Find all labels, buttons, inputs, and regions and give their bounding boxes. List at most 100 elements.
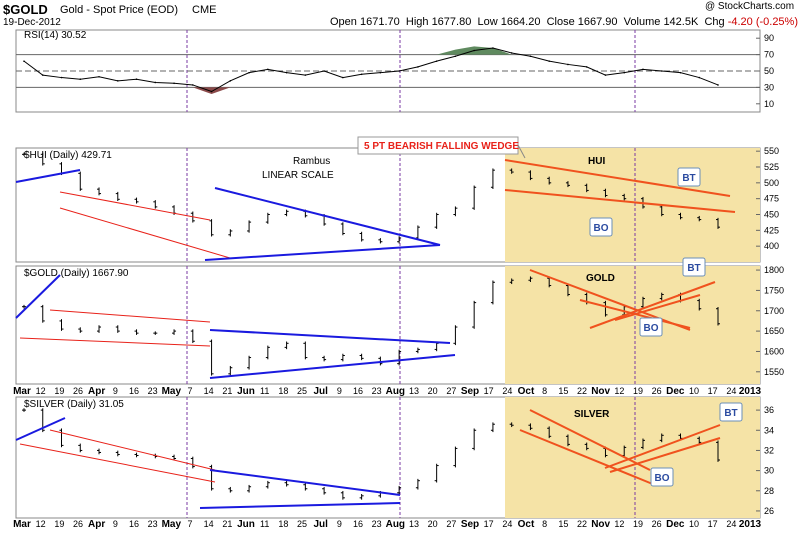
x-tick-label: 26 [73,519,83,529]
x-tick-label: Dec [666,519,685,530]
y-tick-label: 90 [764,33,774,43]
y-tick-label: 400 [764,241,779,251]
shaded-zone-1 [505,148,760,262]
rsi-point [548,60,550,62]
x-tick-label: 24 [726,386,736,396]
y-tick-label: 32 [764,445,774,455]
rsi-point [154,81,157,84]
rsi-point [98,75,100,78]
x-tick-label: 16 [129,386,139,396]
volume-value: 142.5K [663,16,699,28]
rsi-point [267,68,269,71]
x-tick-label: Dec [666,386,685,397]
chart-symbol: $GOLD [3,2,48,17]
silver-channel-red-top [49,429,216,471]
y-tick-label: 1750 [764,285,784,295]
x-tick-label: 10 [689,386,699,396]
rsi-point [229,80,232,82]
x-tick-label: 12 [614,519,624,529]
x-tick-label: 15 [558,386,568,396]
y-tick-label: 450 [764,210,779,220]
x-tick-label: 19 [633,519,643,529]
rsi-point [173,82,175,85]
rsi-point [248,71,250,74]
rsi-point [79,78,82,80]
x-tick-label: 14 [204,519,214,529]
gold-bt-callout-box [682,257,706,277]
x-tick-label: 9 [337,386,342,396]
gold-title: $GOLD (Daily) 1667.90 [24,268,129,279]
hui-bt-callout-text: BT [682,173,695,184]
x-tick-label: 18 [278,386,288,396]
y-tick-label: 425 [764,225,779,235]
close-label: Close [546,16,575,28]
x-tick-label: 17 [708,519,718,529]
x-tick-label: 25 [297,519,307,529]
high-label: High [405,16,429,28]
x-tick-label: 20 [428,519,438,529]
hui-bo-callout-text: BO [594,223,609,234]
x-tick-label: 2013 [739,386,762,397]
x-tick-label: Apr [88,386,105,397]
silver-up-channel-1 [604,424,721,469]
gold-channel-red-bottom [19,337,211,347]
silver-channel-red-bottom [19,443,216,483]
rsi-point [604,74,607,76]
rsi-point [60,76,63,79]
rsi-point [623,71,626,74]
x-tick-label: 26 [652,519,662,529]
x-tick-label: 17 [484,519,494,529]
rsi-oversold-fill [192,87,231,94]
rsi-point [360,73,363,76]
rsi-point [342,76,344,79]
gold-up-channel-2 [614,294,701,321]
y-tick-label: 30 [764,466,774,476]
gold-up-channel-1 [589,281,716,329]
wedge-callout-pointer [517,144,526,159]
x-tick-label: 21 [222,519,232,529]
x-tick-label: 22 [577,386,587,396]
hui-triangle-bottom [204,244,441,261]
x-tick-label: 12 [36,519,46,529]
x-tick-label: 17 [484,386,494,396]
chart-exchange: CME [192,4,217,16]
x-tick-label: 23 [148,386,158,396]
x-tick-label: 16 [353,386,363,396]
x-tick-label: 11 [260,519,269,529]
rsi-point [116,80,119,82]
x-tick-label: 17 [708,386,718,396]
gold-bo-callout-box [639,317,663,337]
chart-date: 19-Dec-2012 [3,17,61,28]
silver-bo-callout-box [650,467,674,487]
y-tick-label: 50 [764,66,774,76]
low-label: Low [477,16,498,28]
rsi-point [323,70,325,72]
gold-pattern-label: GOLD [586,273,615,284]
x-tick-label: 23 [372,386,382,396]
x-tick-label: 12 [614,386,624,396]
x-tick-label: Aug [386,386,405,397]
rsi-line [23,47,719,93]
open-value: 1671.70 [359,16,400,28]
gold-bo-callout-text: BO [644,323,659,334]
rsi-title: RSI(14) 30.52 [24,30,87,41]
x-tick-label: 8 [542,386,547,396]
x-tick-label: Oct [518,386,535,397]
x-tick-label: 26 [652,386,662,396]
close-value: 1667.90 [577,16,618,28]
low-value: 1664.20 [500,16,541,28]
x-tick-label: 19 [633,386,643,396]
silver-triangle-bottom [199,502,401,509]
rsi-point [454,55,457,58]
rsi-point [304,74,307,76]
y-tick-label: 10 [764,99,774,109]
rsi-point [698,76,701,79]
y-tick-label: 1800 [764,265,784,275]
hui-bo-callout-box [589,217,613,237]
x-tick-label: Oct [518,519,535,530]
x-tick-label: 16 [129,519,139,529]
gold-channel-red-top [49,309,211,323]
silver-title: $SILVER (Daily) 31.05 [24,399,124,410]
x-tick-label: 18 [278,519,288,529]
